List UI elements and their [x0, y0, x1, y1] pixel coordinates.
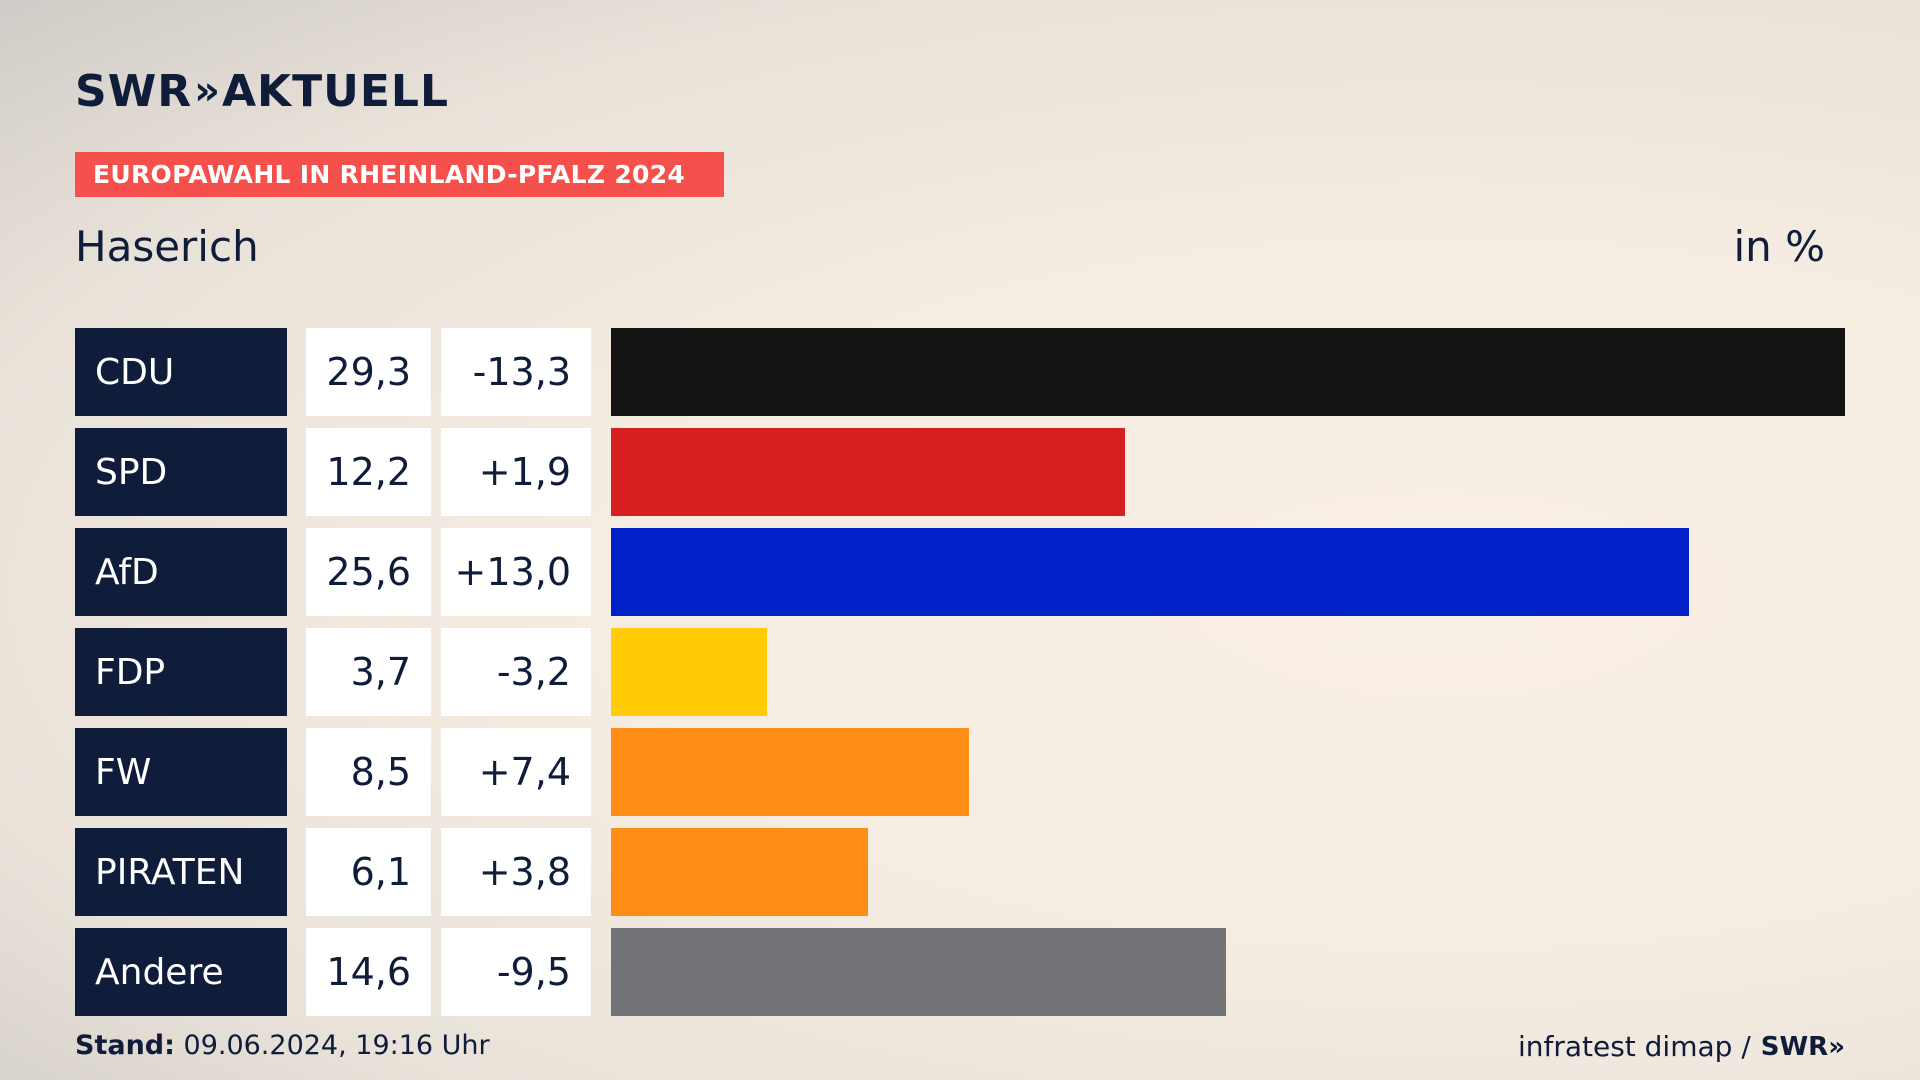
party-name: FDP — [75, 628, 287, 716]
swr-aktuell-logo: SWR » AKTUELL — [75, 65, 449, 117]
party-name: Andere — [75, 928, 287, 1016]
party-bar — [611, 328, 1845, 416]
party-bar — [611, 428, 1125, 516]
election-banner: EUROPAWAHL IN RHEINLAND-PFALZ 2024 — [75, 152, 724, 197]
party-row: AfD 25,6 +13,0 — [75, 528, 1845, 616]
party-row: FDP 3,7 -3,2 — [75, 628, 1845, 716]
party-share-value: 29,3 — [306, 328, 431, 416]
timestamp: Stand: 09.06.2024, 19:16 Uhr — [75, 1030, 490, 1061]
party-share-change: +1,9 — [441, 428, 591, 516]
party-share-value: 3,7 — [306, 628, 431, 716]
stand-label: Stand: — [75, 1030, 175, 1061]
party-share-change: -3,2 — [441, 628, 591, 716]
party-row: Andere 14,6 -9,5 — [75, 928, 1845, 1016]
party-bar — [611, 628, 767, 716]
source-credit: infratest dimap / SWR» — [1518, 1030, 1845, 1063]
source-logo: SWR» — [1760, 1031, 1845, 1062]
logo-chevron-icon: » — [194, 68, 220, 114]
party-bar — [611, 928, 1226, 1016]
party-name: PIRATEN — [75, 828, 287, 916]
party-share-value: 14,6 — [306, 928, 431, 1016]
party-bar — [611, 728, 969, 816]
party-share-change: +7,4 — [441, 728, 591, 816]
party-share-value: 12,2 — [306, 428, 431, 516]
party-row: PIRATEN 6,1 +3,8 — [75, 828, 1845, 916]
unit-label: in % — [1733, 222, 1825, 271]
party-name: AfD — [75, 528, 287, 616]
party-share-change: -13,3 — [441, 328, 591, 416]
party-share-value: 8,5 — [306, 728, 431, 816]
region-title: Haserich — [75, 222, 259, 271]
party-name: SPD — [75, 428, 287, 516]
party-share-change: +3,8 — [441, 828, 591, 916]
stand-value: 09.06.2024, 19:16 Uhr — [183, 1030, 490, 1061]
party-share-change: -9,5 — [441, 928, 591, 1016]
party-share-change: +13,0 — [441, 528, 591, 616]
logo-swr: SWR — [75, 65, 193, 117]
party-bar — [611, 828, 868, 916]
party-bar — [611, 528, 1689, 616]
party-row: SPD 12,2 +1,9 — [75, 428, 1845, 516]
party-name: FW — [75, 728, 287, 816]
party-row: CDU 29,3 -13,3 — [75, 328, 1845, 416]
source-text: infratest dimap / — [1517, 1030, 1751, 1063]
party-name: CDU — [75, 328, 287, 416]
party-share-value: 6,1 — [306, 828, 431, 916]
party-share-value: 25,6 — [306, 528, 431, 616]
logo-aktuell: AKTUELL — [221, 65, 449, 117]
party-row: FW 8,5 +7,4 — [75, 728, 1845, 816]
